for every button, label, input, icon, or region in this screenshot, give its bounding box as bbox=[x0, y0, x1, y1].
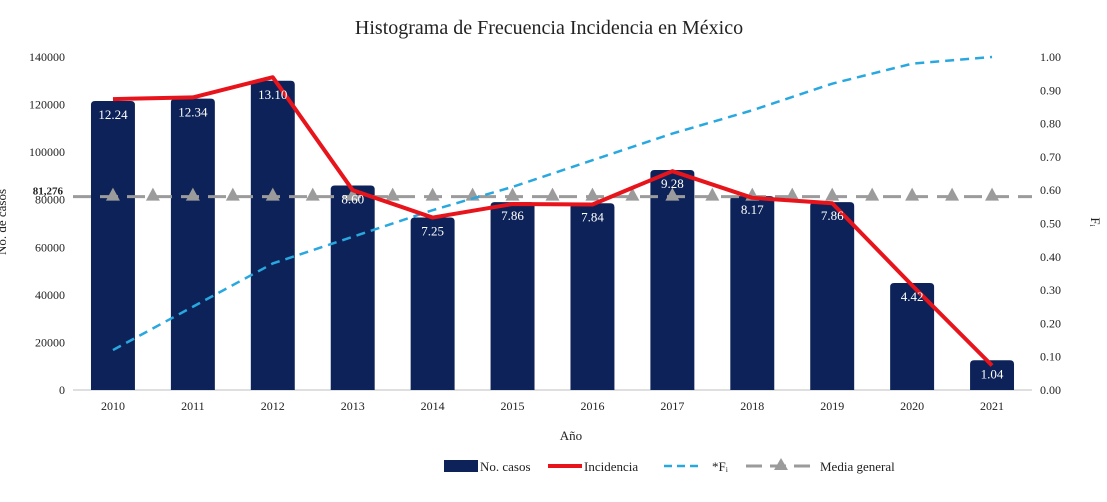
bar bbox=[570, 203, 615, 390]
bar bbox=[730, 196, 775, 390]
y2-tick-label: 1.00 bbox=[1040, 50, 1061, 64]
mean-marker bbox=[505, 187, 520, 201]
mean-marker bbox=[385, 187, 400, 201]
legend-label-mean: Media general bbox=[820, 459, 895, 474]
y2-tick-label: 0.50 bbox=[1040, 217, 1061, 231]
y2-tick-label: 0.90 bbox=[1040, 83, 1061, 97]
y2-tick-label: 0.00 bbox=[1040, 383, 1061, 397]
mean-marker bbox=[345, 187, 360, 201]
bar-labels: 12.24 12.34 13.10 8.60 7.25 7.86 7.84 9.28 8.17 7… bbox=[98, 87, 1004, 381]
mean-marker bbox=[145, 187, 160, 201]
bar-value-label: 7.25 bbox=[421, 224, 444, 239]
mean-marker bbox=[985, 187, 1000, 201]
mean-marker bbox=[585, 187, 600, 201]
x-tick-label: 2010 bbox=[101, 399, 125, 413]
chart-title: Histograma de Frecuencia Incidencia en M… bbox=[355, 17, 743, 39]
x-tick-label: 2013 bbox=[341, 399, 365, 413]
bar-value-label: 12.24 bbox=[98, 107, 128, 122]
mean-marker bbox=[105, 187, 120, 201]
x-tick-label: 2014 bbox=[421, 399, 445, 413]
y2-tick-label: 0.10 bbox=[1040, 350, 1061, 364]
legend-label-incidencia: Incidencia bbox=[584, 459, 638, 474]
mean-marker bbox=[425, 187, 440, 201]
bar-value-label: 4.42 bbox=[901, 289, 924, 304]
legend-label-casos: No. casos bbox=[480, 459, 531, 474]
y2-tick-label: 0.20 bbox=[1040, 316, 1061, 330]
mean-marker bbox=[305, 187, 320, 201]
cumulative-line bbox=[112, 55, 993, 352]
bar bbox=[90, 101, 135, 390]
bar-value-label: 7.86 bbox=[501, 208, 524, 223]
bar-value-label: 13.10 bbox=[258, 87, 287, 102]
x-tick-label: 2017 bbox=[660, 399, 684, 413]
y-tick-label: 100000 bbox=[29, 145, 65, 159]
bar-value-label: 7.84 bbox=[581, 209, 604, 224]
mean-marker bbox=[545, 187, 560, 201]
x-tick-label: 2016 bbox=[580, 399, 604, 413]
y2-tick-label: 0.40 bbox=[1040, 250, 1061, 264]
mean-marker bbox=[705, 187, 720, 201]
bar bbox=[650, 169, 695, 390]
bar bbox=[810, 202, 855, 390]
bar bbox=[890, 282, 935, 390]
mean-marker bbox=[665, 187, 680, 201]
legend-swatch-casos bbox=[444, 460, 478, 472]
bar-value-label: 12.34 bbox=[178, 105, 208, 120]
bar bbox=[250, 80, 295, 391]
legend-mean-marker bbox=[774, 458, 788, 470]
mean-marker bbox=[865, 187, 880, 201]
bar bbox=[490, 202, 535, 390]
y-tick-label: 20000 bbox=[35, 335, 65, 349]
mean-marker bbox=[945, 187, 960, 201]
y2-tick-label: 0.80 bbox=[1040, 117, 1061, 131]
x-tick-label: 2021 bbox=[980, 399, 1004, 413]
y2-tick-label: 0.70 bbox=[1040, 150, 1061, 164]
x-tick-label: 2012 bbox=[261, 399, 285, 413]
mean-marker bbox=[225, 187, 240, 201]
bar bbox=[970, 360, 1015, 390]
mean-marker bbox=[785, 187, 800, 201]
mean-marker bbox=[265, 187, 280, 201]
x-tick-label: 2015 bbox=[501, 399, 525, 413]
incidencia-line bbox=[112, 75, 994, 367]
y-tick-label: 80000 bbox=[35, 193, 65, 207]
x-tick-label: 2011 bbox=[181, 399, 205, 413]
legend-label-cumulative: *Fᵢ bbox=[712, 459, 729, 474]
bars bbox=[90, 80, 1015, 391]
bar bbox=[410, 217, 455, 390]
lines bbox=[112, 55, 994, 367]
x-tick-label: 2018 bbox=[740, 399, 764, 413]
x-tick-label: 2019 bbox=[820, 399, 844, 413]
bar bbox=[330, 185, 375, 390]
legend: No. casos Incidencia *Fᵢ Media general bbox=[444, 458, 895, 474]
x-axis-label: Año bbox=[560, 428, 582, 443]
y2-tick-label: 0.30 bbox=[1040, 283, 1061, 297]
y-tick-label: 140000 bbox=[29, 50, 65, 64]
y-tick-label: 0 bbox=[59, 383, 65, 397]
axis-ticks: 0 20000 40000 60000 80000 100000 120000 140000 0… bbox=[29, 50, 1061, 413]
y-axis-label: No. de casos bbox=[0, 189, 9, 255]
mean-marker bbox=[625, 187, 640, 201]
bar bbox=[170, 98, 215, 390]
bar-value-label: 1.04 bbox=[981, 366, 1004, 381]
mean-marker bbox=[825, 187, 840, 201]
bar-value-label: 8.60 bbox=[341, 191, 364, 206]
mean-value-label: 81,276 bbox=[33, 186, 64, 198]
bar-value-label: 7.86 bbox=[821, 208, 844, 223]
mean-marker bbox=[905, 187, 920, 201]
y-tick-label: 60000 bbox=[35, 240, 65, 254]
mean-line-group: 81,276 bbox=[33, 186, 1032, 201]
x-tick-label: 2020 bbox=[900, 399, 924, 413]
y2-axis-label: Fᵢ bbox=[1088, 217, 1103, 227]
y2-tick-label: 0.60 bbox=[1040, 183, 1061, 197]
mean-marker bbox=[185, 187, 200, 201]
bar-value-label: 8.17 bbox=[741, 202, 764, 217]
bar-value-label: 9.28 bbox=[661, 176, 684, 191]
y-tick-label: 120000 bbox=[29, 98, 65, 112]
y-tick-label: 40000 bbox=[35, 288, 65, 302]
